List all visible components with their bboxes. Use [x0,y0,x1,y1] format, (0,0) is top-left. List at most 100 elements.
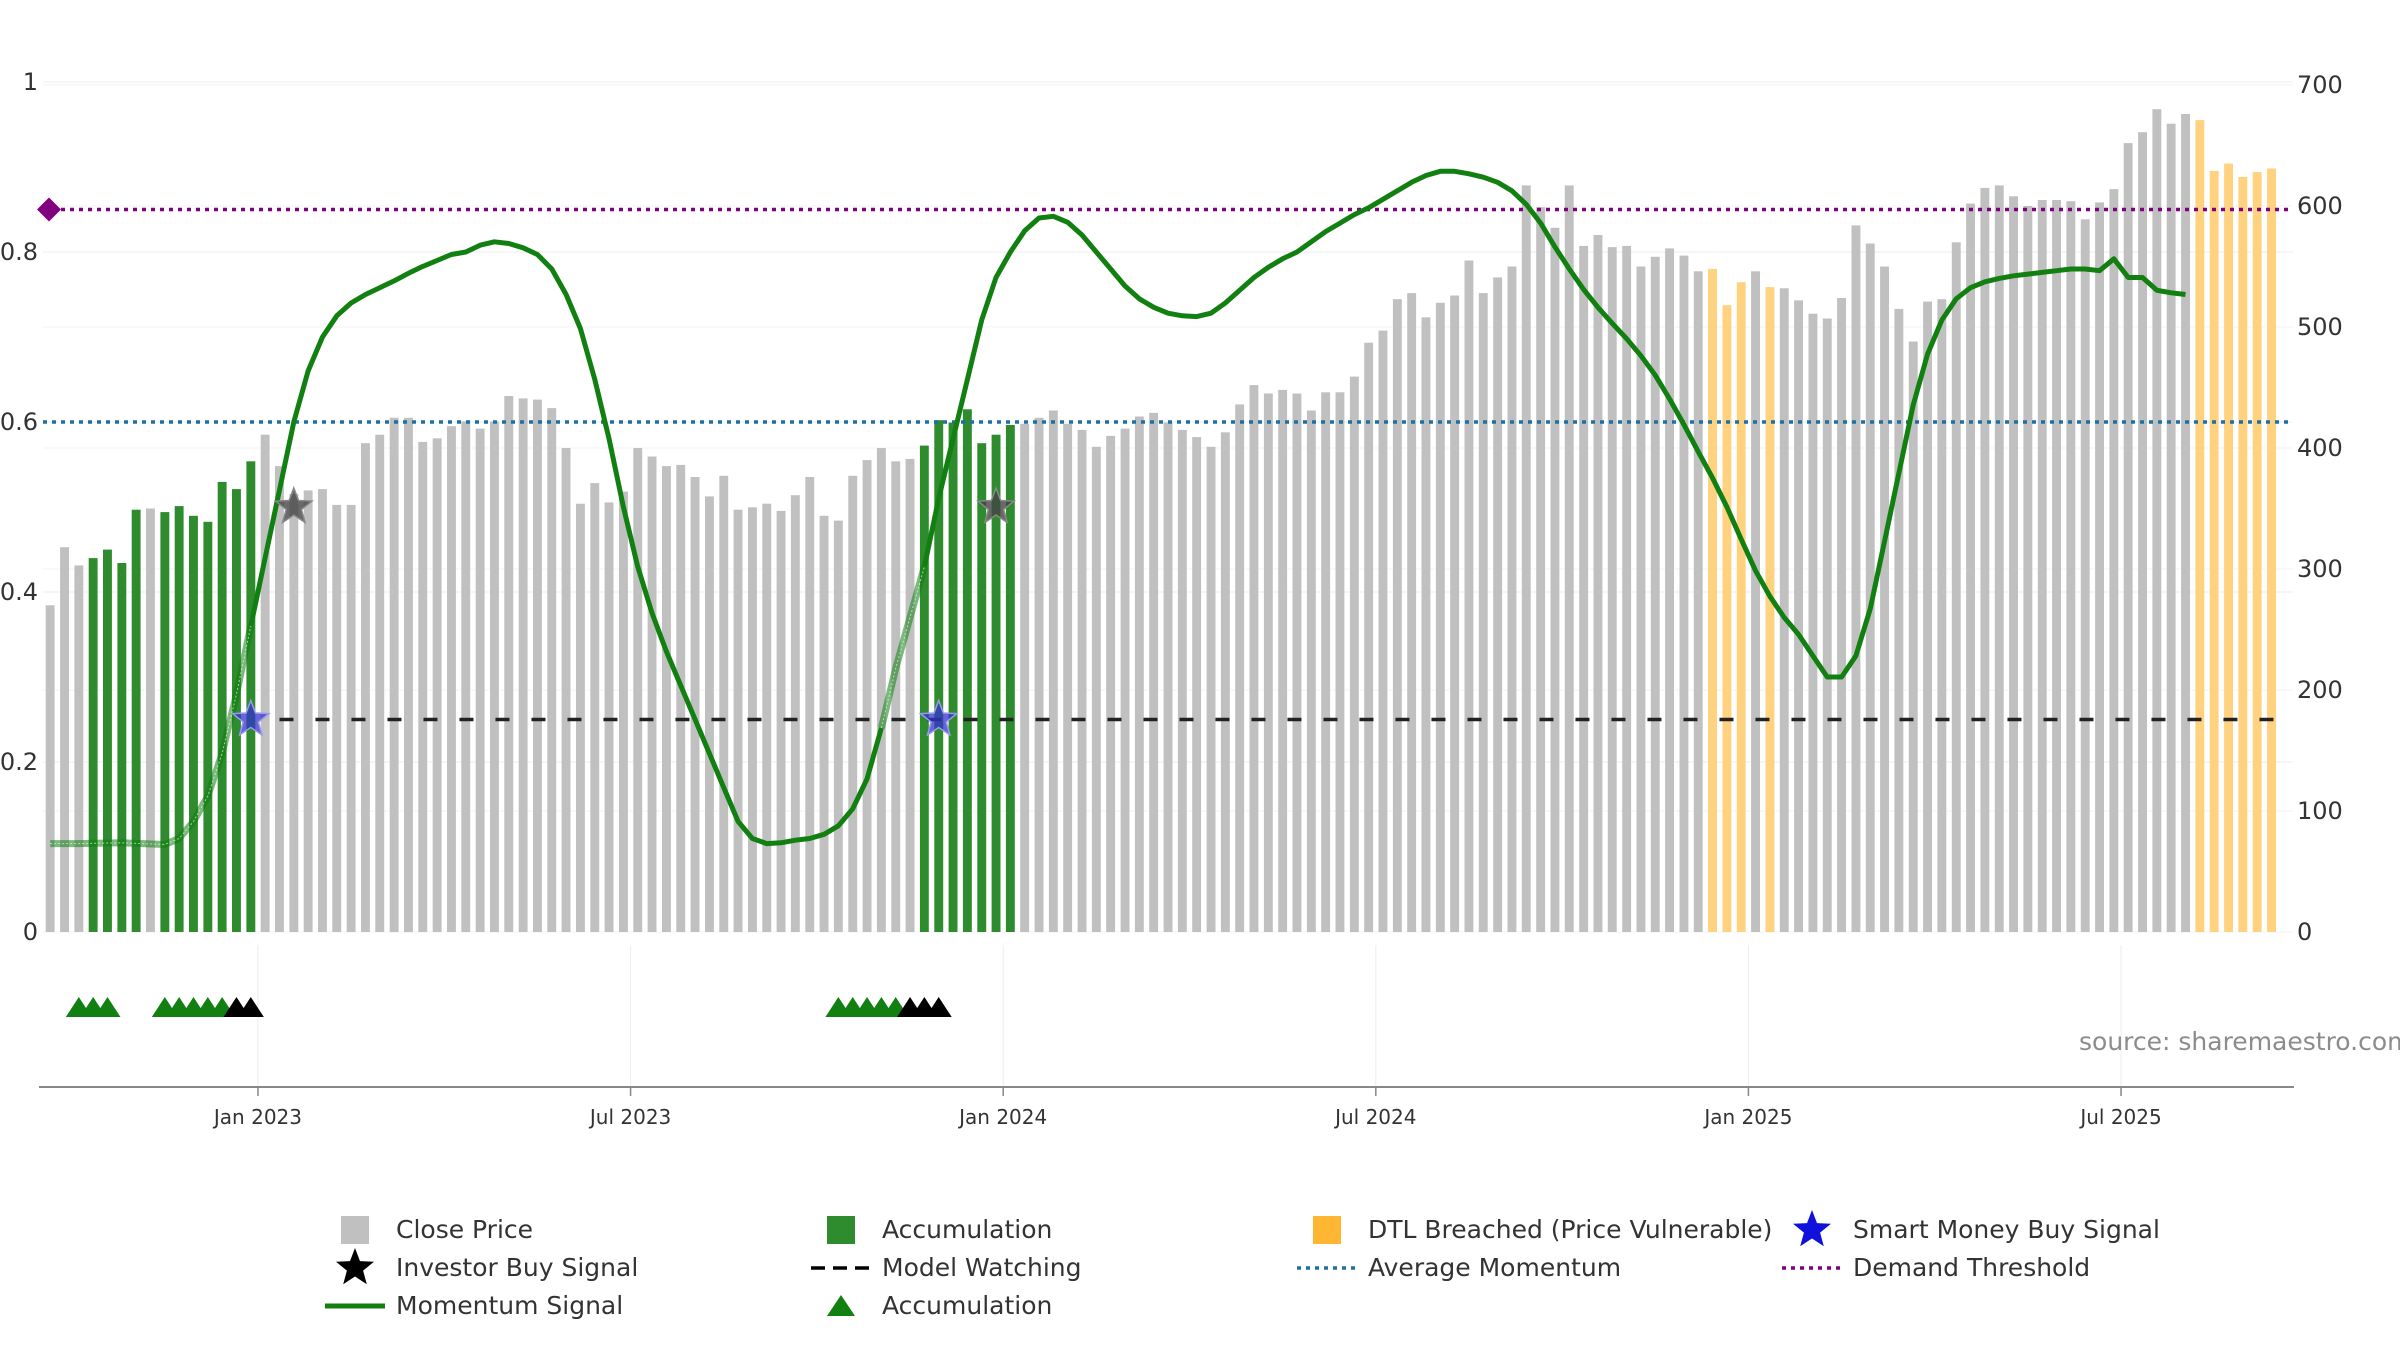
dtl-breached-bar [2195,120,2205,933]
accumulation-bar [934,420,944,932]
close-price-bar [475,428,485,932]
close-price-bar [1521,185,1531,932]
close-price-bar [1120,428,1130,932]
close-price-bar [1923,301,1932,933]
close-price-bar [1808,313,1818,932]
close-price-bar [1206,446,1216,932]
close-price-bar [1794,300,1803,932]
close-price-bar [1163,422,1173,932]
close-price-bar [2181,114,2190,932]
close-price-bar [2109,189,2119,933]
close-price-bar [1536,207,1546,932]
momentum-line-hatch [880,566,925,729]
right-axis-tick: 0 [2297,918,2312,946]
legend-label: Smart Money Buy Signal [1853,1215,2160,1244]
accumulation-bar [977,443,987,932]
reference-lines [37,197,2293,722]
left-axis-tick: 1 [23,68,38,96]
close-price-bar [1091,446,1101,932]
close-price-bar [504,396,514,932]
smart-money-star [918,698,959,737]
close-price-bar [1865,243,1875,932]
x-axis-tick-label: Jul 2023 [588,1105,671,1129]
legend: Close Price Accumulation DTL Breached (Pri… [325,1210,2160,1320]
accumulation-bar [189,515,198,932]
right-axis-tick: 400 [2297,434,2343,462]
accumulation-bar [217,481,227,932]
close-price-bar [676,464,686,932]
dtl-breached-bar [1765,287,1775,933]
close-price-bar [848,475,858,932]
momentum-line-hatch [50,625,252,846]
x-axis-tick-label: Jan 2023 [212,1105,302,1129]
close-price-bar [1550,227,1560,933]
close-price-bar [2052,200,2061,932]
x-axis-tick-label: Jan 2024 [957,1105,1047,1129]
green-triangle-icon [827,1295,855,1316]
legend-item-investor: Investor Buy Signal [336,1248,638,1285]
close-price-bar [447,426,456,932]
dtl-breached-bar [2224,163,2233,933]
legend-label: Momentum Signal [396,1291,623,1320]
close-price-bar [1751,271,1760,932]
close-price-bar [1134,416,1144,932]
close-price-bar [275,466,284,932]
close-price-bar [1378,330,1388,933]
close-price-bar [762,503,772,932]
close-price-bar [1579,245,1589,932]
dtl-breached-bar [2252,172,2262,933]
close-price-bar [590,483,600,932]
close-price-bar [1937,299,1947,932]
close-price-bar [1607,247,1617,933]
close-price-bar [2080,219,2090,933]
close-price-bar [1822,318,1832,932]
close-price-bar [633,448,643,932]
close-price-bar [1249,385,1259,933]
close-price-bar [1851,225,1861,932]
green-square-icon [827,1216,855,1244]
right-axis-tick: 600 [2297,192,2343,220]
blue-star-icon [1793,1210,1831,1247]
close-price-bar [490,421,499,932]
legend-label: Demand Threshold [1853,1253,2090,1282]
close-price-bar [332,504,342,932]
close-price-bar [705,496,714,932]
legend-item-dtl: DTL Breached (Price Vulnerable) [1313,1215,1772,1244]
close-price-bar [60,547,69,932]
right-axis-tick: 300 [2297,555,2343,583]
demand-threshold-marker [37,197,61,222]
close-price-bar [1665,248,1674,932]
accumulation-bar [1005,425,1015,932]
accumulation-bar [160,512,170,932]
close-price-bar [346,504,356,932]
close-price-bar [604,502,614,932]
x-axis-tick-label: Jul 2024 [1333,1105,1416,1129]
close-price-bar [418,441,428,932]
legend-label: Accumulation [882,1291,1052,1320]
smart-money-star [230,698,271,737]
right-axis-tick: 100 [2297,797,2343,825]
close-price-bar [1335,392,1345,932]
signal-markers [230,485,1017,737]
dtl-breached-bar [1722,305,1732,932]
right-axis-tick: 200 [2297,676,2343,704]
left-axis-tick: 0.6 [0,408,38,436]
close-price-bar [260,434,270,932]
black-marker [237,997,264,1017]
close-price-bar [1593,235,1603,932]
close-price-bar [647,456,657,932]
investor-star [273,485,314,525]
legend-label: DTL Breached (Price Vulnerable) [1368,1215,1772,1244]
momentum-line [248,239,884,847]
close-price-bar [561,448,571,932]
right-axis-tick: 500 [2297,313,2343,341]
close-price-bar [1478,293,1488,933]
close-price-bar [1908,341,1918,932]
accumulation-bar [88,558,98,932]
close-price-bar [375,434,385,932]
momentum-line [921,168,2186,680]
black-star-icon [336,1248,374,1285]
accumulation-bar [919,445,929,932]
close-price-bar [1951,242,1961,933]
close-price-bar [2023,206,2033,932]
